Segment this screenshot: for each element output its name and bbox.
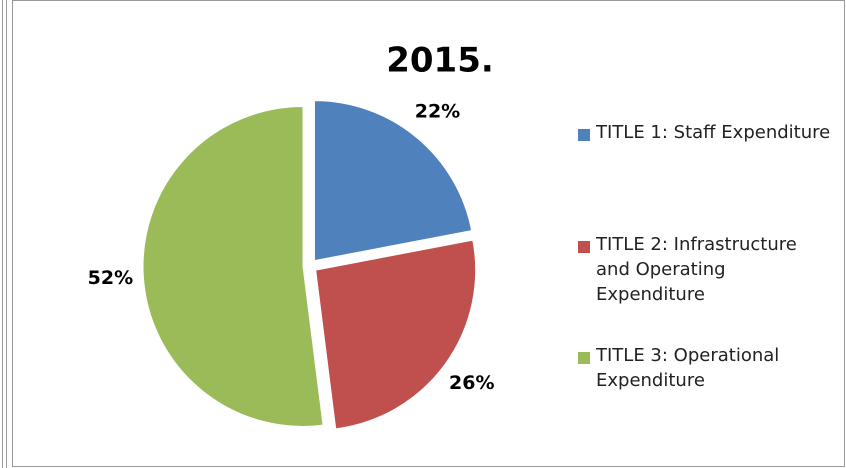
legend-item: TITLE 2: Infrastructure and Operating Ex… xyxy=(578,232,836,307)
legend-label: TITLE 1: Staff Expenditure xyxy=(596,122,831,143)
pie-slice xyxy=(313,100,473,262)
data-label: 52% xyxy=(88,267,133,289)
frame xyxy=(12,0,845,467)
pie-slice xyxy=(315,239,477,430)
data-label: 22% xyxy=(415,100,460,122)
legend-swatch xyxy=(578,352,590,364)
legend-swatch xyxy=(578,129,590,141)
legend-swatch xyxy=(578,241,590,253)
legend-label: TITLE 3: Operational Expenditure xyxy=(596,345,780,391)
legend-item: TITLE 1: Staff Expenditure xyxy=(578,120,836,145)
legend-item: TITLE 3: Operational Expenditure xyxy=(578,343,836,393)
legend-label: TITLE 2: Infrastructure and Operating Ex… xyxy=(596,234,797,305)
chart-title: 2015. xyxy=(386,41,494,81)
pie-slice xyxy=(142,105,324,427)
data-label: 26% xyxy=(449,372,494,394)
